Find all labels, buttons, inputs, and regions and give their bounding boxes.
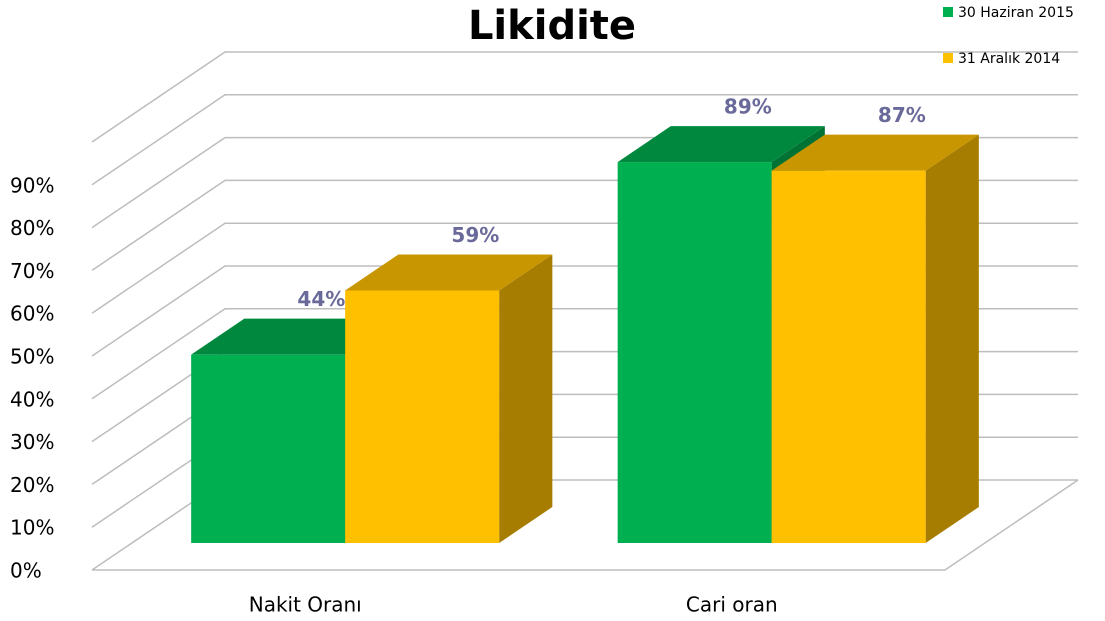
value-label: 87% [878,103,926,127]
y-tick-label: 90% [10,173,54,197]
y-tick-label: 20% [10,473,54,497]
legend-swatch [943,53,953,63]
value-label: 89% [724,95,772,119]
y-tick-label: 0% [10,559,42,583]
legend-label: 31 Aralık 2014 [958,51,1060,67]
bar-top [617,126,825,163]
bar [191,354,346,543]
legend-label: 30 Haziran 2015 [958,5,1074,21]
value-label: 44% [297,287,345,311]
bar [771,170,926,543]
y-tick-label: 60% [10,302,54,326]
y-tick-label: 80% [10,216,54,240]
y-tick-label: 40% [10,387,54,411]
y-tick-label: 70% [10,259,54,283]
y-tick-label: 50% [10,345,54,369]
bar-side [925,134,979,543]
bar-top [345,254,553,291]
grid-line [91,94,1078,186]
floor [92,479,1079,571]
grid-line [91,51,1078,143]
legend-swatch [943,7,953,17]
chart-title: Likidite [468,3,636,49]
y-tick-label: 10% [10,516,54,540]
bar-side [499,254,553,544]
y-tick-label: 30% [10,430,54,454]
value-label: 59% [451,223,499,247]
bar [617,162,772,543]
x-tick-label: Nakit Oranı [249,593,362,617]
bar-top [771,134,979,171]
x-tick-label: Cari oran [686,593,778,617]
bar [345,290,500,543]
